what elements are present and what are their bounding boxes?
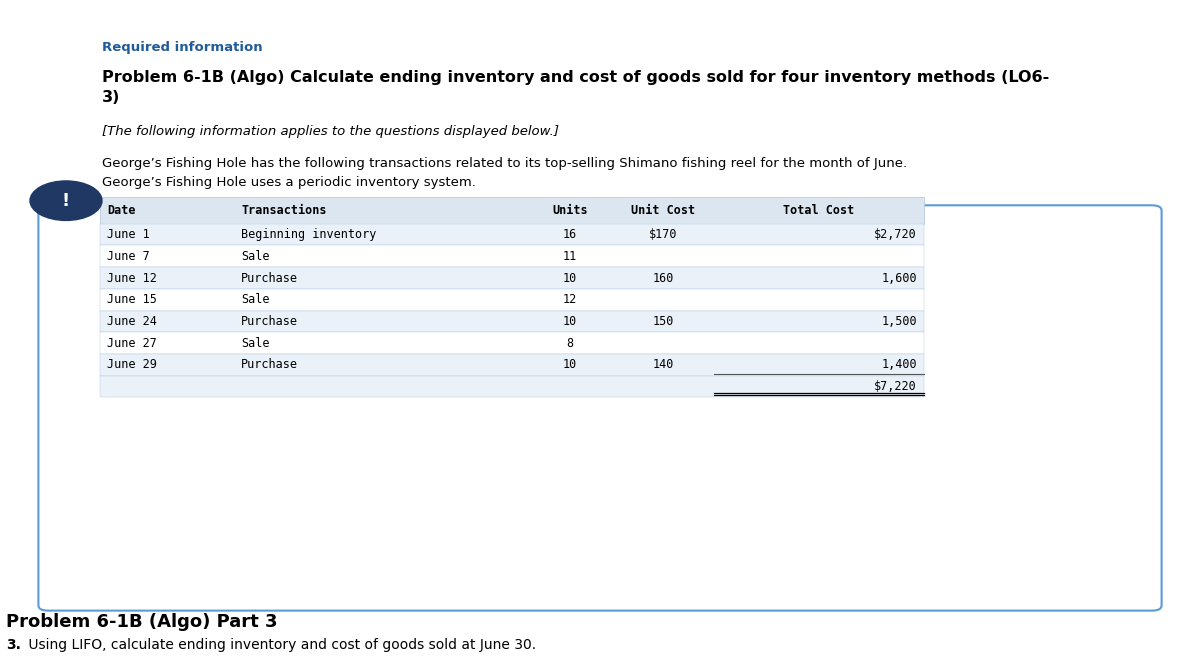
Text: Problem 6-1B (Algo) Part 3: Problem 6-1B (Algo) Part 3 xyxy=(6,613,277,631)
Text: Purchase: Purchase xyxy=(241,272,299,284)
FancyBboxPatch shape xyxy=(100,354,924,376)
Text: !: ! xyxy=(62,191,70,210)
Text: Sale: Sale xyxy=(241,337,270,349)
Text: Purchase: Purchase xyxy=(241,315,299,328)
Text: Date: Date xyxy=(107,204,136,217)
Text: 3.: 3. xyxy=(6,638,20,652)
Text: Transactions: Transactions xyxy=(241,204,326,217)
Text: $7,220: $7,220 xyxy=(874,380,917,393)
Text: June 27: June 27 xyxy=(107,337,157,349)
Text: Sale: Sale xyxy=(241,293,270,306)
FancyBboxPatch shape xyxy=(100,197,924,224)
Text: Required information: Required information xyxy=(102,41,263,54)
Text: June 24: June 24 xyxy=(107,315,157,328)
Text: 10: 10 xyxy=(563,359,577,371)
Text: Total Cost: Total Cost xyxy=(784,204,854,217)
Text: George’s Fishing Hole uses a periodic inventory system.: George’s Fishing Hole uses a periodic in… xyxy=(102,176,476,190)
FancyBboxPatch shape xyxy=(100,267,924,289)
Text: June 1: June 1 xyxy=(107,228,150,241)
Text: 1,500: 1,500 xyxy=(881,315,917,328)
Text: Beginning inventory: Beginning inventory xyxy=(241,228,377,241)
FancyBboxPatch shape xyxy=(100,289,924,311)
Text: 12: 12 xyxy=(563,293,577,306)
Text: George’s Fishing Hole has the following transactions related to its top-selling : George’s Fishing Hole has the following … xyxy=(102,157,907,170)
FancyBboxPatch shape xyxy=(100,311,924,332)
Text: 160: 160 xyxy=(653,272,673,284)
Text: 8: 8 xyxy=(566,337,574,349)
Circle shape xyxy=(30,181,102,220)
Text: 1,400: 1,400 xyxy=(881,359,917,371)
FancyBboxPatch shape xyxy=(100,245,924,267)
Text: 16: 16 xyxy=(563,228,577,241)
Text: 11: 11 xyxy=(563,250,577,263)
Text: Purchase: Purchase xyxy=(241,359,299,371)
Text: June 15: June 15 xyxy=(107,293,157,306)
Text: 1,600: 1,600 xyxy=(881,272,917,284)
Text: Problem 6-1B (Algo) Calculate ending inventory and cost of goods sold for four i: Problem 6-1B (Algo) Calculate ending inv… xyxy=(102,70,1049,105)
Text: $170: $170 xyxy=(649,228,677,241)
Text: 10: 10 xyxy=(563,315,577,328)
Text: Sale: Sale xyxy=(241,250,270,263)
Text: 150: 150 xyxy=(653,315,673,328)
FancyBboxPatch shape xyxy=(100,224,924,245)
FancyBboxPatch shape xyxy=(100,376,924,397)
Text: [The following information applies to the questions displayed below.]: [The following information applies to th… xyxy=(102,125,559,138)
Text: Unit Cost: Unit Cost xyxy=(631,204,695,217)
Text: Using LIFO, calculate ending inventory and cost of goods sold at June 30.: Using LIFO, calculate ending inventory a… xyxy=(24,638,536,652)
Text: 10: 10 xyxy=(563,272,577,284)
Text: June 7: June 7 xyxy=(107,250,150,263)
Text: $2,720: $2,720 xyxy=(874,228,917,241)
Text: June 12: June 12 xyxy=(107,272,157,284)
FancyBboxPatch shape xyxy=(38,205,1162,611)
Text: Units: Units xyxy=(552,204,588,217)
FancyBboxPatch shape xyxy=(100,332,924,354)
Text: June 29: June 29 xyxy=(107,359,157,371)
Text: 140: 140 xyxy=(653,359,673,371)
